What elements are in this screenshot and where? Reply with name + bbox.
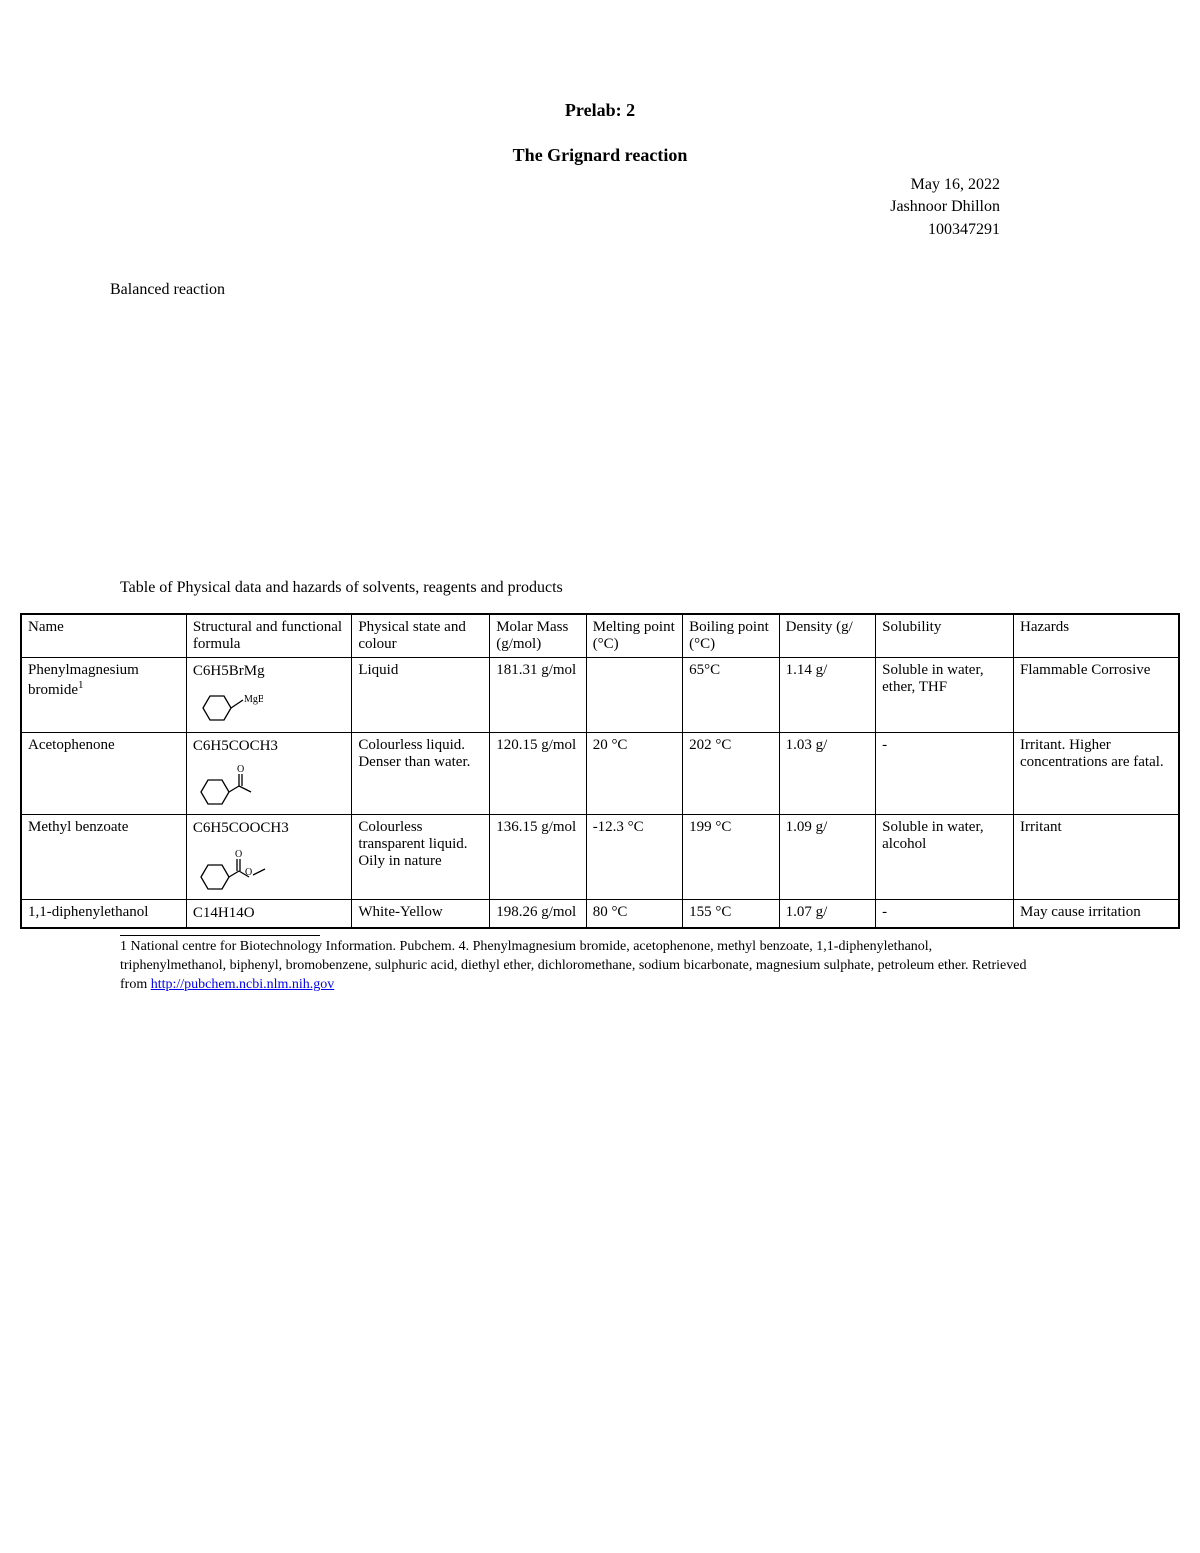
cell-density: 1.07 g/	[779, 899, 875, 928]
title-block: Prelab: 2 The Grignard reaction	[20, 100, 1180, 166]
footnote-rule	[120, 935, 320, 936]
cell-mp: 80 °C	[586, 899, 682, 928]
cell-bp: 155 °C	[683, 899, 779, 928]
cell-solubility: -	[876, 732, 1014, 815]
prelab-label: Prelab: 2	[20, 100, 1180, 121]
physical-data-table: NameStructural and functional formulaPhy…	[20, 613, 1180, 929]
cell-name: Acetophenone	[21, 732, 186, 815]
cell-formula: C14H14O	[186, 899, 351, 928]
column-header: Name	[21, 614, 186, 658]
cell-molar_mass: 120.15 g/mol	[490, 732, 586, 815]
structure-acetophenone-icon: O	[193, 762, 263, 810]
cell-density: 1.03 g/	[779, 732, 875, 815]
column-header: Structural and functional formula	[186, 614, 351, 658]
cell-mp: -12.3 °C	[586, 815, 682, 900]
table-row: Phenylmagnesium bromide1C6H5BrMgMgBrLiqu…	[21, 658, 1179, 733]
cell-molar_mass: 181.31 g/mol	[490, 658, 586, 733]
column-header: Physical state and colour	[352, 614, 490, 658]
cell-name: Methyl benzoate	[21, 815, 186, 900]
svg-text:O: O	[235, 849, 242, 860]
column-header: Boiling point (°C)	[683, 614, 779, 658]
cell-molar_mass: 136.15 g/mol	[490, 815, 586, 900]
table-body: Phenylmagnesium bromide1C6H5BrMgMgBrLiqu…	[21, 658, 1179, 929]
cell-solubility: Soluble in water, alcohol	[876, 815, 1014, 900]
column-header: Melting point (°C)	[586, 614, 682, 658]
cell-name: Phenylmagnesium bromide1	[21, 658, 186, 733]
document-meta: May 16, 2022 Jashnoor Dhillon 100347291	[20, 174, 1180, 241]
cell-state: White-Yellow	[352, 899, 490, 928]
structure-phenyl-mgbr-icon: MgBr	[193, 688, 263, 728]
svg-text:O: O	[237, 764, 244, 775]
table-caption: Table of Physical data and hazards of so…	[120, 579, 1180, 597]
table-row: Methyl benzoateC6H5COOCH3OOColourless tr…	[21, 815, 1179, 900]
svg-text:MgBr: MgBr	[244, 694, 263, 705]
cell-mp: 20 °C	[586, 732, 682, 815]
cell-bp: 65°C	[683, 658, 779, 733]
cell-density: 1.14 g/	[779, 658, 875, 733]
footnote: 1 National centre for Biotechnology Info…	[120, 938, 1040, 995]
footnote-link[interactable]: http://pubchem.ncbi.nlm.nih.gov	[151, 977, 335, 992]
cell-hazards: Irritant. Higher concentrations are fata…	[1014, 732, 1180, 815]
cell-formula: C6H5COCH3O	[186, 732, 351, 815]
cell-bp: 202 °C	[683, 732, 779, 815]
cell-bp: 199 °C	[683, 815, 779, 900]
cell-name: 1,1-diphenylethanol	[21, 899, 186, 928]
cell-hazards: Irritant	[1014, 815, 1180, 900]
cell-solubility: Soluble in water, ether, THF	[876, 658, 1014, 733]
column-header: Density (g/	[779, 614, 875, 658]
author: Jashnoor Dhillon	[20, 196, 1000, 218]
svg-text:O: O	[245, 867, 252, 878]
table-head: NameStructural and functional formulaPhy…	[21, 614, 1179, 658]
cell-state: Colourless transparent liquid. Oily in n…	[352, 815, 490, 900]
cell-formula: C6H5BrMgMgBr	[186, 658, 351, 733]
cell-molar_mass: 198.26 g/mol	[490, 899, 586, 928]
column-header: Molar Mass (g/mol)	[490, 614, 586, 658]
student-id: 100347291	[20, 219, 1000, 241]
cell-hazards: May cause irritation	[1014, 899, 1180, 928]
cell-state: Liquid	[352, 658, 490, 733]
column-header: Hazards	[1014, 614, 1180, 658]
cell-density: 1.09 g/	[779, 815, 875, 900]
table-row: 1,1-diphenylethanolC14H14OWhite-Yellow19…	[21, 899, 1179, 928]
table-row: AcetophenoneC6H5COCH3OColourless liquid.…	[21, 732, 1179, 815]
cell-mp	[586, 658, 682, 733]
cell-hazards: Flammable Corrosive	[1014, 658, 1180, 733]
cell-formula: C6H5COOCH3OO	[186, 815, 351, 900]
cell-solubility: -	[876, 899, 1014, 928]
date: May 16, 2022	[20, 174, 1000, 196]
structure-methyl-benzoate-icon: OO	[193, 845, 273, 895]
cell-state: Colourless liquid. Denser than water.	[352, 732, 490, 815]
column-header: Solubility	[876, 614, 1014, 658]
section-balanced-reaction: Balanced reaction	[110, 281, 1180, 299]
page-title: The Grignard reaction	[20, 145, 1180, 166]
table-header-row: NameStructural and functional formulaPhy…	[21, 614, 1179, 658]
